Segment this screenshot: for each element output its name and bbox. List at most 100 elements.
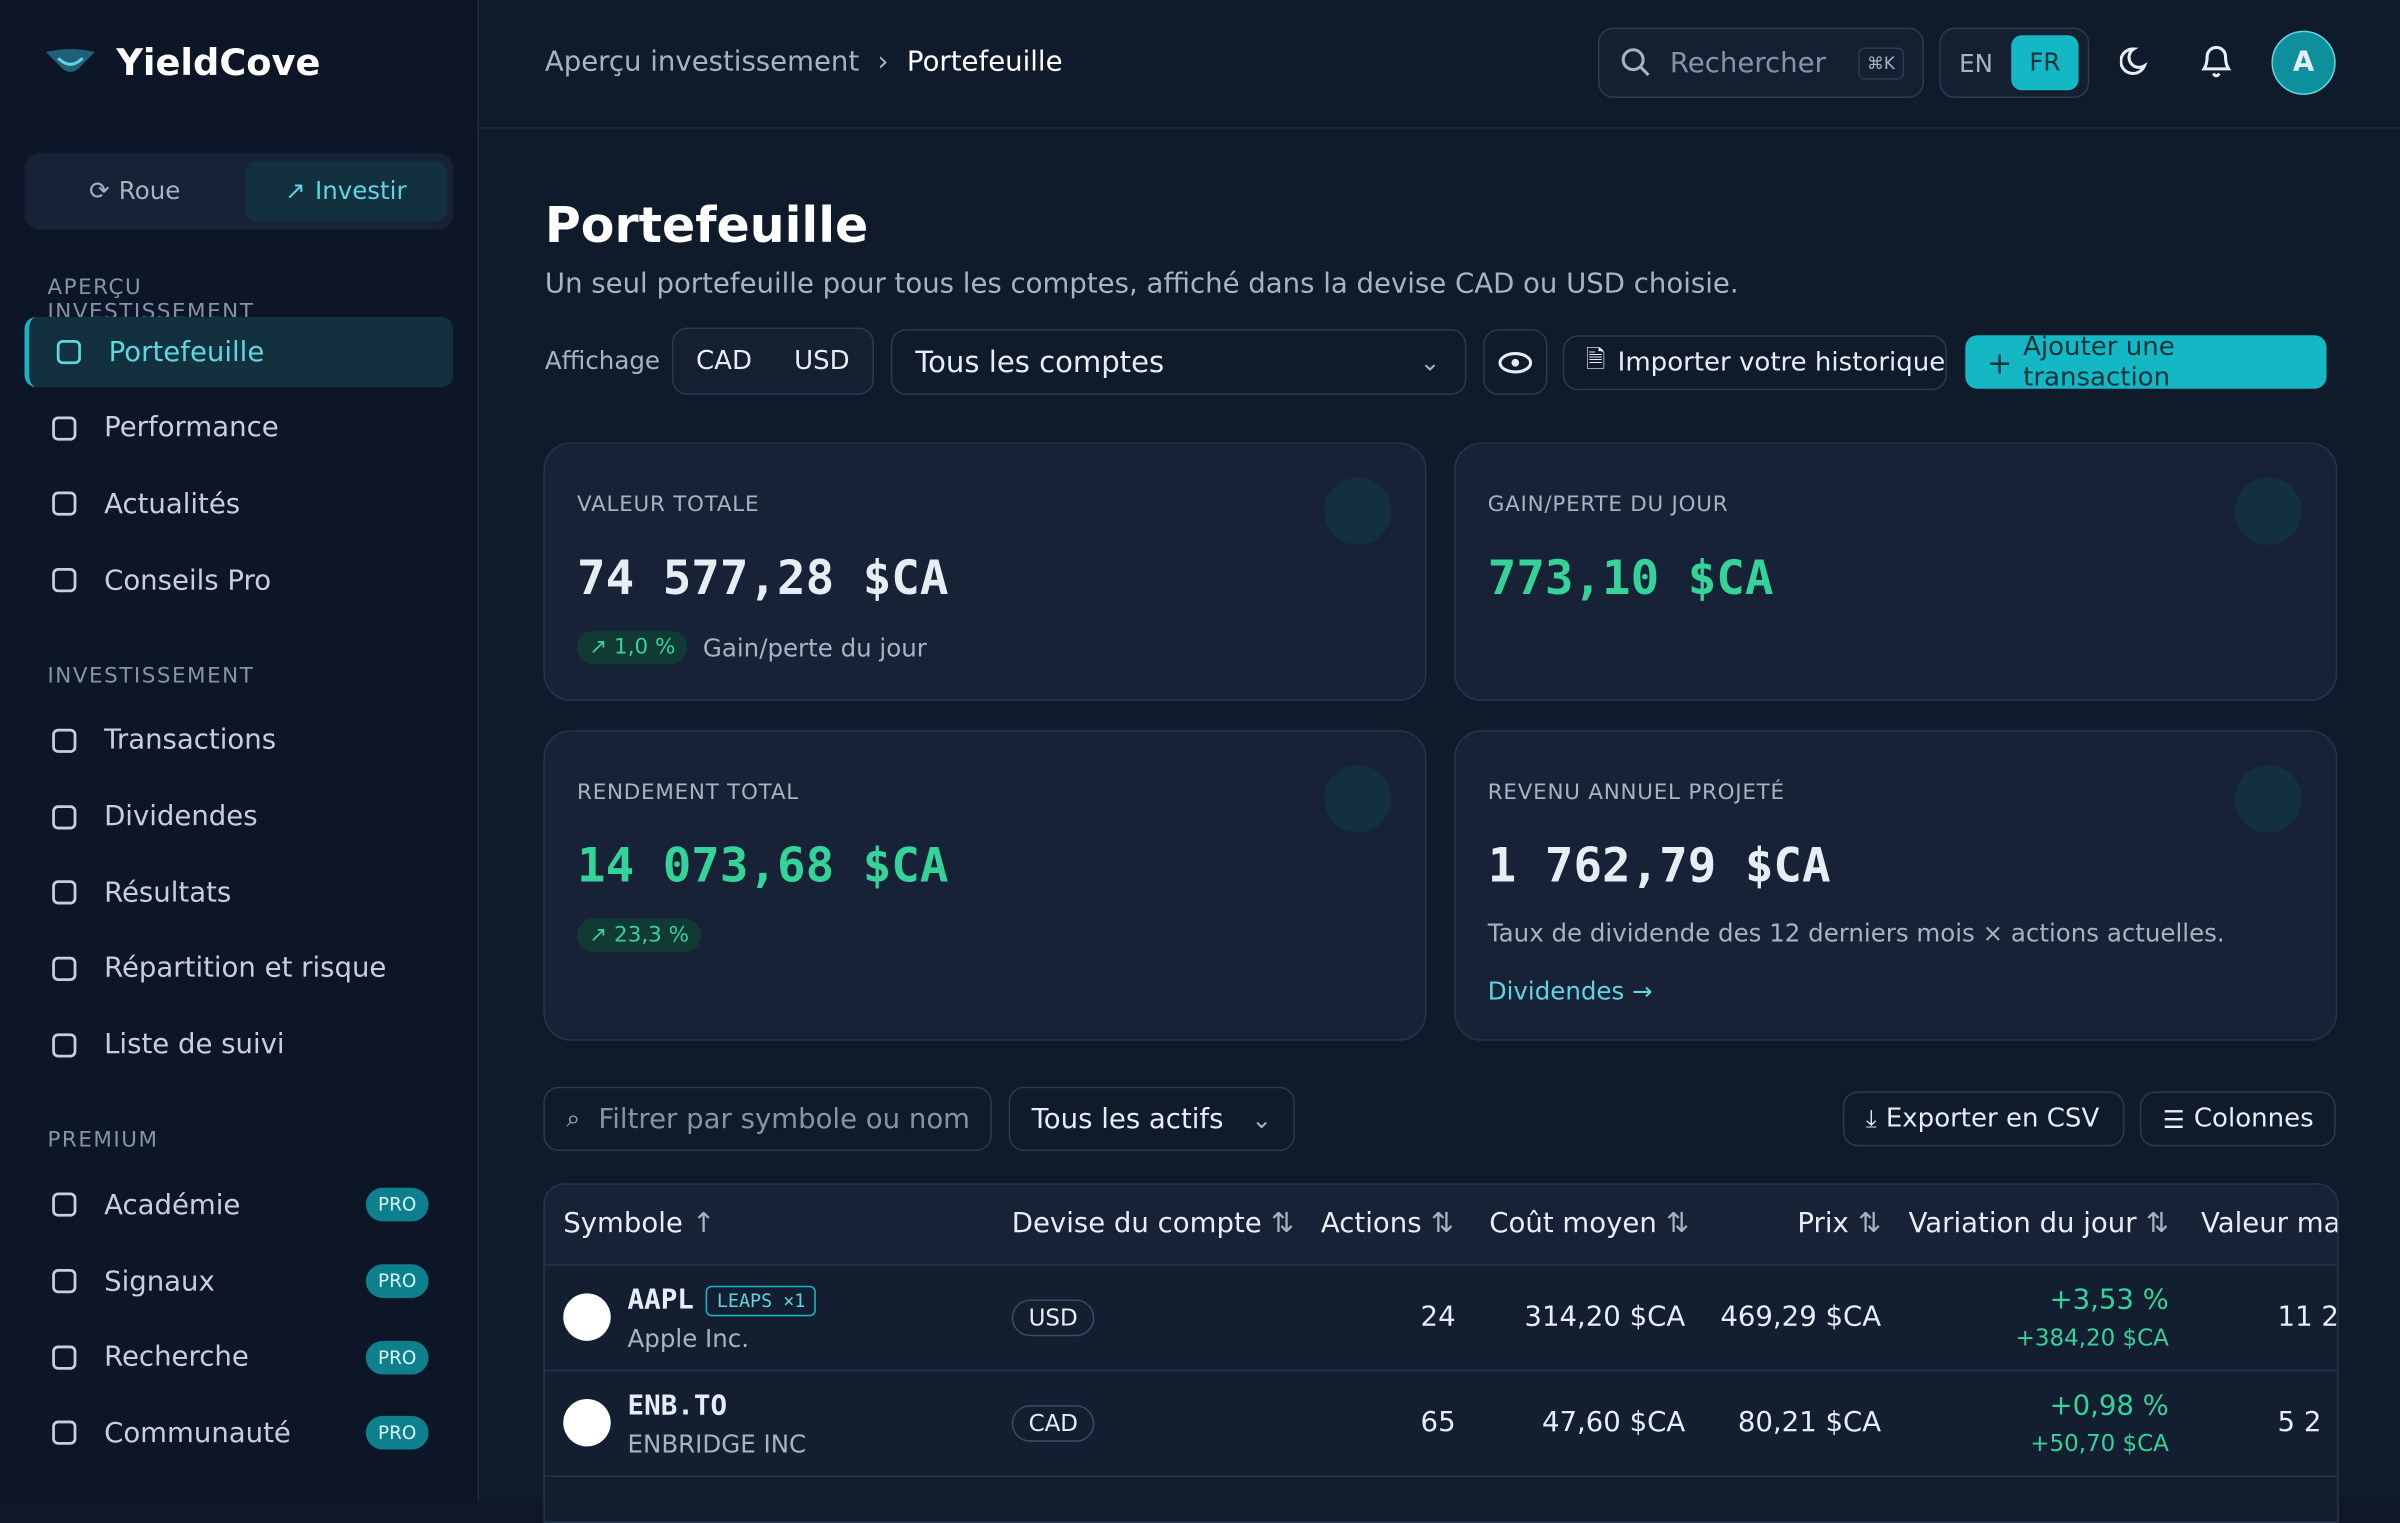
nav-item[interactable]: Signaux PRO [24,1246,453,1316]
export-button[interactable]: ⤓ Exporter en CSV [1842,1091,2125,1147]
nav-item[interactable]: Portefeuille [24,316,454,388]
nav-item[interactable]: Recherche PRO [24,1322,453,1392]
nav-icon [52,568,77,593]
symbol: AAPL [627,1284,694,1317]
nav-icon [52,1421,77,1446]
column-header[interactable]: Valeur ma [2201,1185,2339,1265]
currency-option[interactable]: USD [794,345,850,377]
column-label: Valeur ma [2201,1207,2339,1240]
column-header[interactable]: Actions ⇅ [1321,1185,1454,1265]
pro-badge: PRO [365,1264,429,1298]
nav-label: Résultats [104,876,232,909]
stat-value: 74 577,28 $CA [577,551,949,607]
brand: YieldCove [116,41,321,85]
column-header[interactable]: Prix ⇅ [1797,1185,1881,1265]
select-value: Tous les comptes [915,345,1165,379]
nav-item[interactable]: Communauté PRO [24,1398,453,1468]
nav-label: Signaux [104,1265,215,1298]
mode-option[interactable]: ↗ Investir [244,160,447,222]
page-subtitle: Un seul portefeuille pour tous les compt… [544,267,1739,300]
select-value: Tous les actifs [1031,1102,1224,1135]
table-header: Symbole ↑ Devise du compte ⇅ Actions ⇅ Coût mo… [544,1184,2339,1266]
symbol: ENB.TO [627,1389,728,1422]
nav-item[interactable]: Transactions [24,705,453,775]
symbol-line: ENB.TO [628,1390,728,1422]
nav-item[interactable]: Dividendes [24,781,453,851]
column-label: Variation du jour [1908,1207,2137,1240]
stat-value: 773,10 $CA [1487,551,1774,607]
shares: 24 [1420,1301,1456,1334]
filter-input[interactable]: ⌕ Filtrer par symbole ou nom [543,1086,992,1152]
nav-label: Actualités [104,488,241,521]
column-label: Actions [1320,1207,1422,1240]
nav-item[interactable]: Liste de suivi [24,1010,453,1080]
nav-item[interactable]: Actualités [24,469,453,539]
avatar[interactable]: A [2271,30,2336,95]
nav-item[interactable]: Conseils Pro [24,545,453,615]
language[interactable]: FR [2011,35,2079,91]
market-value: 5 2 [2277,1406,2322,1439]
nav-label: Conseils Pro [104,564,272,597]
button-label: Ajouter une transaction [2023,331,2175,393]
search[interactable]: Rechercher ⌘K [1597,27,1924,98]
currency-option[interactable]: CAD [695,345,752,377]
nav-item[interactable]: Résultats [24,857,453,927]
nav-item[interactable]: Répartition et risque [24,934,453,1004]
button-label: Exporter en CSV [1885,1103,2100,1135]
table-row[interactable]: AAPL LEAPS ×1 Apple Inc. USD 24 314,20 $CA 469… [544,1266,2339,1372]
change-badge: ↗ 23,3 % [577,918,702,953]
nav-item[interactable]: Performance [24,393,453,463]
stat-label: VALEUR TOTALE [577,492,760,518]
nav-icon [52,956,77,981]
columns-button[interactable]: ☰ Colonnes [2139,1091,2336,1147]
asset-select[interactable]: Tous les actifs ⌄ [1008,1086,1295,1152]
stat-change: ↗ 23,3 % [577,918,702,953]
nav-label: Transactions [104,724,277,757]
language[interactable]: EN [1959,48,1993,78]
nav-label: Performance [104,412,279,445]
table-row[interactable]: ENB.TO ENBRIDGE INC CAD 65 47,60 $CA 80,21 $C… [544,1371,2338,1478]
import-button[interactable]: 🗎 Importer votre historique [1562,335,1947,391]
stat-link[interactable]: Dividendes → [1487,976,1653,1006]
breadcrumb: Aperçu investissement › Portefeuille [544,45,1063,79]
nav-section-title: INVESTISSEMENT [47,663,255,689]
account-select[interactable]: Tous les comptes ⌄ [890,329,1467,395]
change-pct: +0,98 % [2049,1389,2169,1422]
nav-icon [52,1192,77,1218]
stat-card: GAIN/PERTE DU JOUR 773,10 $CA [1454,442,2338,702]
crumb[interactable]: Aperçu investissement [544,45,860,79]
sort-icon: ⇅ [1665,1207,1690,1240]
mode-option[interactable]: ⟳ Roue [89,176,181,206]
stat-icon [2234,765,2303,833]
company-name: Apple Inc. [627,1323,750,1354]
stat-change: ↗ 1,0 % Gain/perte du jour [577,630,927,665]
sort-icon: ⇅ [1270,1207,1295,1240]
visibility-toggle[interactable] [1483,329,1548,395]
column-header[interactable]: Symbole ↑ [563,1185,715,1265]
avg-cost: 47,60 $CA [1541,1406,1686,1439]
pro-badge: PRO [365,1340,429,1375]
nav-icon [52,1345,77,1370]
column-header[interactable]: Variation du jour ⇅ [1909,1185,2169,1265]
column-header[interactable]: Devise du compte ⇅ [1012,1185,1294,1265]
avg-cost: 314,20 $CA [1524,1301,1686,1334]
nav-label: Dividendes [104,800,258,833]
sidebar: YieldCove ⟳ Roue ↗ Investir APERÇU INVESTI… [0,0,480,1500]
nav-label: Recherche [104,1341,249,1374]
stat-label: GAIN/PERTE DU JOUR [1487,492,1729,518]
company-name: ENBRIDGE INC [627,1429,807,1459]
nav-item[interactable]: Académie PRO [24,1170,453,1240]
symbol-logo [563,1293,611,1341]
stat-icon [1323,477,1392,545]
column-header[interactable]: Coût moyen ⇅ [1489,1185,1689,1265]
nav-icon [52,416,77,441]
page-title: Portefeuille [544,195,869,255]
stat-value: 14 073,68 $CA [577,838,949,894]
theme-toggle[interactable] [2119,44,2154,78]
change-pct: +3,53 % [2049,1284,2169,1317]
add-transaction-button[interactable]: + Ajouter une transaction [1965,331,2327,393]
market-value: 11 2 [2277,1301,2339,1334]
change-abs: +50,70 $CA [2030,1429,2169,1458]
notifications[interactable] [2198,41,2235,81]
